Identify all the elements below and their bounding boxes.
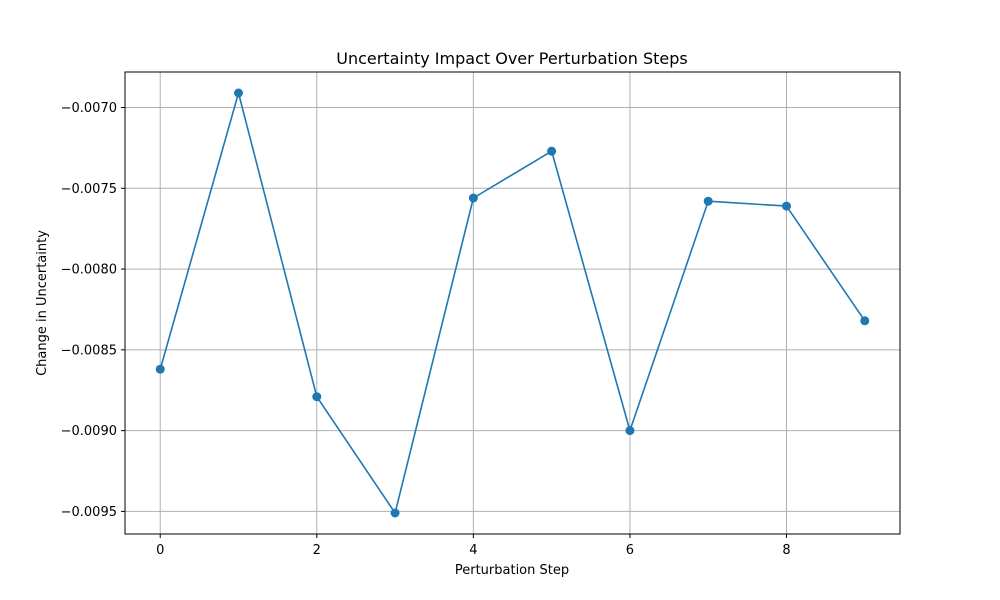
plot-area-frame bbox=[124, 71, 901, 535]
data-point bbox=[781, 201, 791, 211]
y-tick-label: −0.0095 bbox=[61, 505, 117, 520]
chart-title: Uncertainty Impact Over Perturbation Ste… bbox=[336, 49, 688, 68]
y-axis-ticks: −0.0070 −0.0075 −0.0080 −0.0085 −0.0090 −0.00… bbox=[61, 101, 125, 520]
x-tick-label: 8 bbox=[782, 543, 790, 558]
y-tick-label: −0.0090 bbox=[61, 424, 117, 439]
x-tick-label: 6 bbox=[626, 543, 634, 558]
data-point bbox=[390, 508, 400, 518]
y-tick-label: −0.0085 bbox=[61, 343, 117, 358]
y-tick-label: −0.0070 bbox=[61, 101, 117, 116]
x-tick-label: 2 bbox=[313, 543, 321, 558]
series-line bbox=[159, 92, 866, 514]
y-tick-label: −0.0075 bbox=[61, 182, 117, 197]
x-axis-label: Perturbation Step bbox=[455, 563, 569, 578]
y-tick-label: −0.0080 bbox=[61, 263, 117, 278]
data-point bbox=[625, 426, 635, 436]
series-layer bbox=[155, 88, 870, 518]
data-point bbox=[155, 364, 165, 374]
x-tick-label: 4 bbox=[469, 543, 477, 558]
y-axis-label: Change in Uncertainty bbox=[35, 230, 50, 376]
data-point bbox=[468, 193, 478, 203]
grid-lines bbox=[125, 72, 900, 534]
data-point bbox=[234, 88, 244, 98]
data-point bbox=[860, 316, 870, 326]
data-point bbox=[312, 392, 322, 402]
x-axis-ticks: 0 2 4 6 8 bbox=[156, 534, 791, 558]
data-point bbox=[703, 196, 713, 206]
x-tick-label: 0 bbox=[156, 543, 164, 558]
data-point bbox=[547, 146, 557, 156]
